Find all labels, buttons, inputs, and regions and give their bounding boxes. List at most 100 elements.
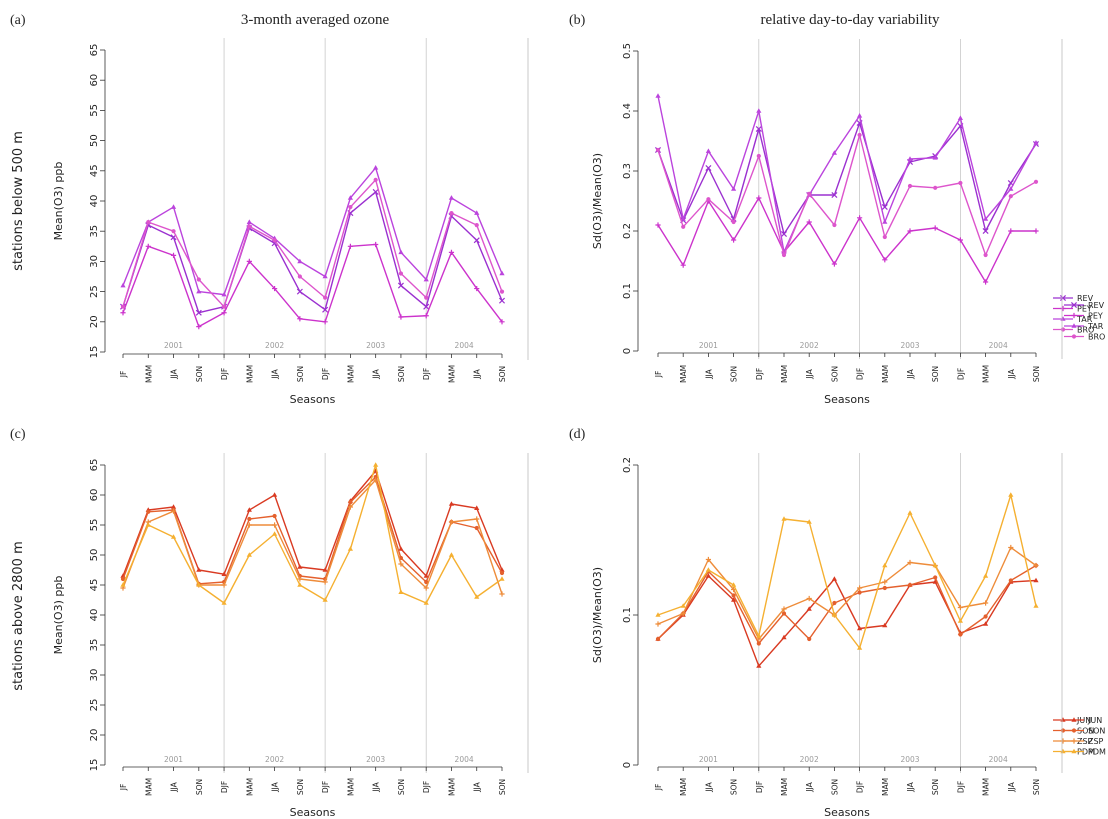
series-line-son <box>657 564 1037 645</box>
data-point-pdm <box>680 603 686 608</box>
y-tick-label: 65 <box>89 44 100 57</box>
data-point-bro <box>983 252 988 258</box>
data-point-son <box>756 641 761 646</box>
panel-label: (a) <box>10 13 26 28</box>
legend-marker-rev <box>1059 294 1067 302</box>
x-tick-label: DJF <box>956 781 965 793</box>
data-point-pey <box>499 319 505 325</box>
x-tick-label: SON <box>730 366 739 382</box>
data-point-jun <box>322 567 328 572</box>
legend-marker-pey <box>1060 305 1066 312</box>
data-point-son <box>348 500 353 505</box>
data-point-jun <box>221 571 227 576</box>
x-tick-label: SON <box>397 366 406 382</box>
data-point-pdm <box>448 552 455 557</box>
series-line-pey <box>122 243 503 328</box>
data-point-pey <box>373 241 379 248</box>
data-point-pey <box>932 225 938 231</box>
year-label: 2004 <box>455 755 474 764</box>
data-point-tar <box>322 273 328 279</box>
x-tick-label: JF <box>119 371 128 379</box>
data-point-bro <box>221 304 227 309</box>
data-point-pdm <box>655 612 661 617</box>
data-point-pdm <box>423 600 429 605</box>
data-point-tar <box>857 113 863 118</box>
data-point-jun <box>246 507 252 512</box>
x-tick-label: MAM <box>447 778 456 796</box>
legend-label-son: SON <box>1077 727 1094 736</box>
data-point-pdm <box>983 573 989 578</box>
year-label: 2004 <box>455 341 474 350</box>
year-label: 2001 <box>164 341 183 350</box>
data-point-tar <box>756 108 762 113</box>
data-point-tar <box>731 186 737 191</box>
top-title-right: relative day-to-day variability <box>760 12 940 28</box>
legend-label-pdm: PDM <box>1088 748 1106 757</box>
data-point-pdm <box>196 582 202 587</box>
series-line-jun <box>122 470 503 577</box>
data-point-son <box>655 636 661 642</box>
data-point-pey <box>120 310 126 316</box>
legend-label-pey: PEY <box>1077 305 1092 314</box>
data-point-bro <box>373 177 378 182</box>
data-point-bro <box>398 271 404 276</box>
data-point-zsp <box>655 621 661 627</box>
data-point-jun <box>297 564 303 569</box>
data-point-bro <box>731 219 736 225</box>
data-point-pey <box>423 313 429 319</box>
x-tick-label: MAM <box>144 778 153 796</box>
data-point-zsp <box>882 579 888 585</box>
x-tick-label: MAM <box>245 365 254 383</box>
data-point-pdm <box>499 576 505 581</box>
legend-label-pey: PEY <box>1088 312 1103 321</box>
data-point-tar <box>347 195 353 200</box>
x-tick-label: DJF <box>220 368 229 380</box>
y-tick-label: 50 <box>89 549 100 562</box>
data-point-son <box>907 582 913 588</box>
x-tick-label: SON <box>931 366 940 382</box>
data-point-pdm <box>474 594 480 599</box>
x-tick-label: SON <box>498 366 507 382</box>
x-tick-label: JJA <box>805 368 814 379</box>
data-point-son <box>120 576 126 582</box>
data-point-pdm <box>145 522 151 527</box>
data-point-pdm <box>907 510 913 515</box>
year-label: 2002 <box>265 341 284 350</box>
x-tick-label: SON <box>730 779 739 795</box>
y-tick-label: 15 <box>89 759 100 772</box>
legend-label-rev: REV <box>1088 301 1105 310</box>
x-tick-label: MAM <box>881 365 890 383</box>
data-point-rev <box>423 303 430 310</box>
y-tick-label: 0.1 <box>622 283 633 299</box>
x-tick-label: JF <box>654 784 663 792</box>
data-point-zsp <box>857 585 863 591</box>
data-point-zsp <box>907 559 913 566</box>
data-point-tar <box>655 93 661 98</box>
y-tick-label: 35 <box>89 225 100 238</box>
data-point-son <box>832 600 837 606</box>
panel-c: (c) 15 20 25 30 35 40 45 50 55 60 65 Mean(O3) ppb 200… <box>10 427 1095 819</box>
data-point-pey <box>731 237 737 243</box>
data-point-son <box>247 516 252 522</box>
data-point-bro <box>247 224 252 229</box>
data-point-rev <box>397 282 404 289</box>
series-line-pdm <box>122 464 503 604</box>
year-label: 2004 <box>989 755 1008 764</box>
legend-label-bro: BRO <box>1077 326 1094 335</box>
data-point-bro <box>781 252 787 258</box>
x-axis-label: Seasons <box>290 393 336 406</box>
data-point-bro <box>681 224 686 229</box>
data-point-bro <box>958 180 963 186</box>
data-point-son <box>424 579 429 585</box>
y-tick-label: 50 <box>89 134 100 147</box>
x-tick-label: JJA <box>1007 781 1016 792</box>
data-point-bro <box>196 277 201 282</box>
x-tick-label: DJF <box>321 781 330 793</box>
data-point-bro <box>474 223 479 228</box>
series-line-tar <box>657 95 1037 253</box>
x-tick-label: MAM <box>245 778 254 796</box>
x-tick-label: SON <box>931 779 940 795</box>
y-tick-label: 20 <box>89 315 100 328</box>
series-line-pey <box>657 197 1036 283</box>
